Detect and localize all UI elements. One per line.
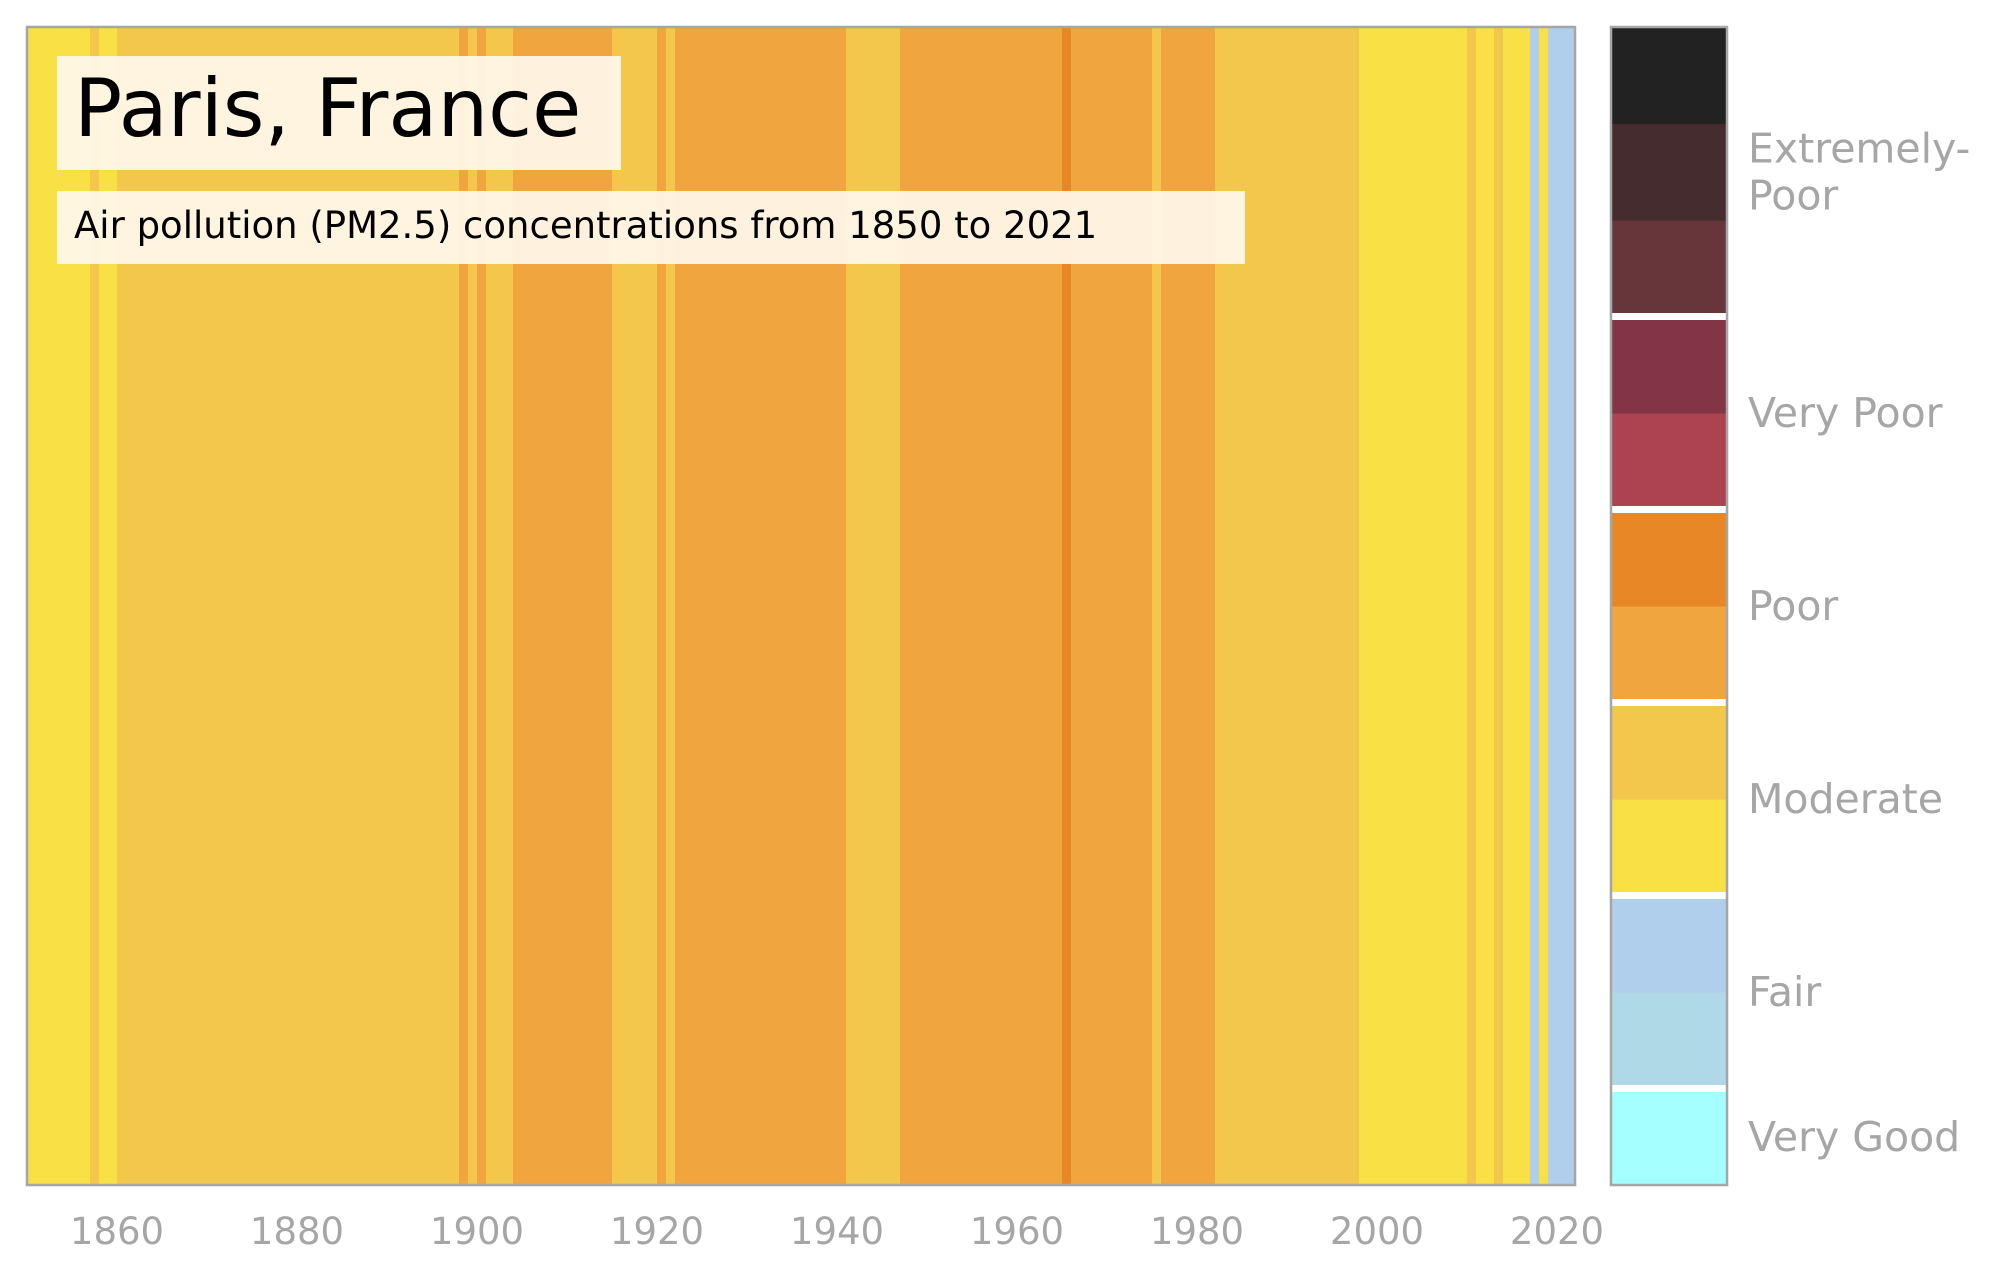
stripe-1898 [459, 27, 469, 1185]
legend-frame [1609, 25, 1729, 1187]
stripe-2018 [1539, 27, 1549, 1185]
title-background [57, 56, 621, 170]
legend-swatch-extremely-poor-2 [1611, 123, 1727, 221]
subtitle-background [57, 191, 1245, 264]
legend-swatch-moderate-high [1611, 702, 1727, 800]
legend-swatch-fair-low [1611, 992, 1727, 1090]
stripe-2010 [1467, 27, 1477, 1185]
stripe-1965 [1062, 27, 1072, 1185]
legend-label: Extremely-Poor [1748, 124, 1970, 219]
legend-label: Moderate [1748, 775, 1943, 823]
stripe-2011 [1476, 27, 1495, 1185]
title-box: Paris, France [57, 56, 621, 170]
stripe-1899 [468, 27, 478, 1185]
stripe-1921 [666, 27, 676, 1185]
stripe-1857 [90, 27, 100, 1185]
stripe-1998 [1359, 27, 1468, 1185]
legend-swatch-poor-low [1611, 606, 1727, 704]
x-tick-label: 1880 [250, 1210, 344, 1253]
legend-swatch-extremely-poor-3 [1611, 27, 1727, 125]
legend-swatch-extremely-poor-1 [1611, 220, 1727, 318]
stripe-2019 [1548, 27, 1576, 1185]
x-tick-label: 1980 [1150, 1210, 1244, 1253]
x-tick-label: 2000 [1330, 1210, 1424, 1253]
x-axis-ticks: 1860 1880 1900 1920 1940 1960 1980 2000 2020 [70, 1210, 1604, 1253]
stripe-2017 [1530, 27, 1540, 1185]
x-tick-label: 1920 [610, 1210, 704, 1253]
legend-label: Poor [1748, 582, 1838, 630]
legend-swatch-moderate-low [1611, 799, 1727, 897]
legend-label: Very Good [1748, 1113, 1960, 1161]
legend-swatch-very-poor-high [1611, 316, 1727, 414]
subtitle-box: Air pollution (PM2.5) concentrations fro… [57, 191, 1245, 264]
legend-swatch-fair-high [1611, 895, 1727, 993]
legend-label: Very Poor [1748, 389, 1943, 437]
chart-subtitle: Air pollution (PM2.5) concentrations fro… [74, 204, 1097, 247]
stripe-1975 [1152, 27, 1162, 1185]
x-tick-label: 1940 [790, 1210, 884, 1253]
stripe-1900 [477, 27, 487, 1185]
legend-swatch-very-poor-low [1611, 413, 1727, 511]
x-tick-label: 1860 [70, 1210, 164, 1253]
x-tick-label: 2020 [1510, 1210, 1604, 1253]
stripe-2014 [1503, 27, 1531, 1185]
stripe-1920 [657, 27, 667, 1185]
stripe-1858 [99, 27, 118, 1185]
stripe-2013 [1494, 27, 1504, 1185]
x-tick-label: 1960 [970, 1210, 1064, 1253]
chart-title: Paris, France [74, 62, 581, 155]
legend-swatch-poor-high [1611, 509, 1727, 607]
x-tick-label: 1900 [430, 1210, 524, 1253]
legend-swatch-very-good [1611, 1088, 1727, 1186]
color-legend: Very Good Fair Moderate Poor Very Poor Extrem… [1611, 27, 1970, 1186]
legend-label: Fair [1748, 968, 1821, 1016]
plot-frame [25, 25, 1577, 1187]
